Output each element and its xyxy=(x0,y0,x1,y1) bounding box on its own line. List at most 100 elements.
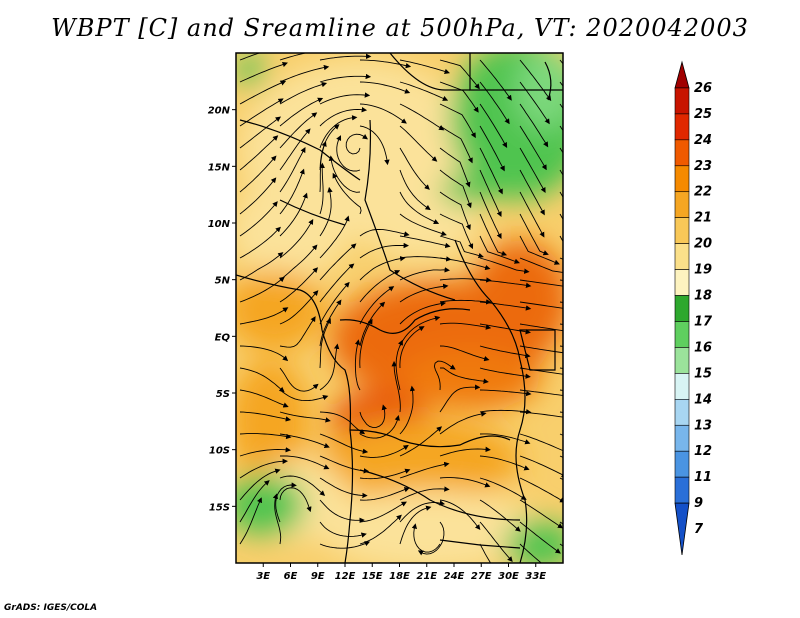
streamline xyxy=(319,186,333,237)
streamline xyxy=(439,59,480,90)
grads-credit: GrADS: IGES/COLA xyxy=(4,603,98,613)
colorbar-segment xyxy=(674,321,690,348)
streamline xyxy=(439,345,490,362)
streamline xyxy=(439,499,481,531)
streamline xyxy=(319,433,369,454)
streamline xyxy=(279,112,318,149)
streamline xyxy=(279,316,316,348)
streamline xyxy=(559,455,563,458)
streamline xyxy=(239,61,288,83)
streamline xyxy=(399,81,449,101)
streamline xyxy=(439,147,471,188)
streamline xyxy=(519,191,545,238)
streamline xyxy=(519,279,563,287)
streamline xyxy=(559,59,563,65)
streamline xyxy=(519,543,542,563)
y-tick-label: 5S xyxy=(216,389,230,400)
streamline xyxy=(359,318,373,369)
streamline xyxy=(479,147,503,195)
colorbar-segment xyxy=(674,399,690,426)
streamline xyxy=(359,228,410,237)
colorbar-label: 7 xyxy=(694,522,704,537)
colorbar-label: 15 xyxy=(694,366,712,381)
streamline xyxy=(519,59,552,102)
streamline xyxy=(399,486,450,501)
streamline xyxy=(559,213,563,221)
streamline xyxy=(239,468,281,501)
streamline xyxy=(439,299,492,305)
streamline xyxy=(319,541,371,549)
streamline xyxy=(519,345,563,354)
streamline xyxy=(279,81,328,105)
x-tick-label: 9E xyxy=(311,571,325,582)
colorbar-segment xyxy=(674,347,690,374)
streamline xyxy=(399,125,438,162)
colorbar-label: 19 xyxy=(694,263,712,278)
x-tick-label: 12E xyxy=(335,571,356,582)
streamline xyxy=(519,433,563,454)
streamline xyxy=(319,281,350,325)
streamline xyxy=(399,326,425,369)
streamline xyxy=(439,81,479,113)
streamline xyxy=(479,521,513,563)
colorbar-label: 14 xyxy=(694,392,712,407)
streamline xyxy=(399,315,441,347)
streamline xyxy=(239,389,289,408)
streamline xyxy=(519,103,549,148)
streamline xyxy=(279,433,330,449)
streamline xyxy=(479,477,527,500)
streamline xyxy=(519,499,563,529)
streamline xyxy=(239,177,277,215)
streamline xyxy=(559,323,563,325)
colorbar-label: 16 xyxy=(694,340,712,355)
streamline xyxy=(479,59,512,101)
streamline xyxy=(399,461,450,479)
streamline xyxy=(559,543,563,547)
streamline xyxy=(319,343,340,391)
streamline xyxy=(559,81,563,87)
streamline xyxy=(239,411,292,422)
streamline xyxy=(439,213,474,250)
streamline xyxy=(359,81,411,94)
streamline xyxy=(359,256,406,281)
streamline xyxy=(272,493,282,545)
streamline xyxy=(479,169,502,218)
streamline xyxy=(479,213,508,256)
colorbar-label: 17 xyxy=(694,314,713,329)
y-tick-label: 15S xyxy=(209,502,230,513)
streamline xyxy=(239,345,289,362)
streamline xyxy=(336,135,361,172)
y-axis: 20N 15N 10N 5N EQ 5S 10S 15S xyxy=(208,106,236,513)
colorbar-label: 23 xyxy=(694,159,712,174)
streamline xyxy=(439,322,492,330)
streamline xyxy=(519,301,563,309)
streamline xyxy=(239,53,261,61)
streamline xyxy=(519,125,547,171)
streamline xyxy=(439,191,471,231)
streamline xyxy=(319,263,355,303)
streamline xyxy=(239,447,291,457)
streamline xyxy=(479,279,532,288)
streamline xyxy=(559,125,563,132)
streamline xyxy=(239,497,262,545)
streamline xyxy=(399,147,430,190)
streamline xyxy=(239,252,284,281)
x-axis: 3E 6E 9E 12E 15E 18E 21E 24E 27E 30E 33E xyxy=(256,563,546,582)
streamline xyxy=(439,257,491,271)
colorbar-segment xyxy=(674,450,690,478)
colorbar-segment xyxy=(674,373,690,400)
streamline xyxy=(319,73,372,83)
streamline xyxy=(359,270,401,303)
colorbar-segment xyxy=(674,191,690,218)
streamline xyxy=(399,235,451,249)
streamline xyxy=(417,521,445,556)
streamline xyxy=(399,191,440,224)
streamline xyxy=(479,103,508,148)
colorbar-label: 22 xyxy=(694,185,712,200)
streamline xyxy=(399,385,416,435)
streamline xyxy=(559,499,563,503)
streamline xyxy=(279,128,311,171)
streamline xyxy=(519,147,546,193)
colorbar-segment xyxy=(674,295,690,322)
streamline xyxy=(359,125,390,166)
